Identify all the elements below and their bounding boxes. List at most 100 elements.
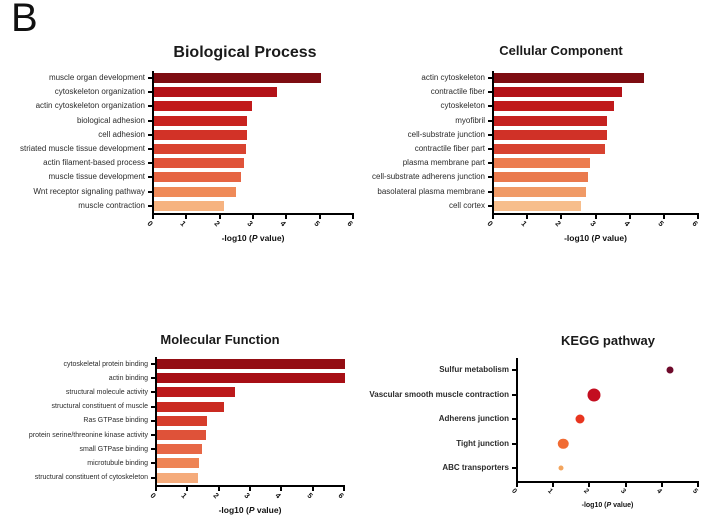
value-track xyxy=(152,185,354,199)
x-axis-line xyxy=(155,484,345,487)
category-label: contractile fiber xyxy=(430,87,485,97)
x-axis-label-italic-p: P xyxy=(594,232,600,243)
axis-tick xyxy=(624,482,627,487)
bar-row: Wnt receptor signaling pathway xyxy=(3,185,354,199)
x-axis-label: -log10 (P value) xyxy=(152,234,354,243)
tick-label: 2 xyxy=(212,218,222,229)
axis-tick xyxy=(343,486,345,491)
bar-row: actin cytoskeleton organization xyxy=(3,99,354,113)
tick-label: 0 xyxy=(145,218,155,229)
bar xyxy=(154,115,248,126)
tick-label: 3 xyxy=(245,218,255,229)
value-track xyxy=(152,170,354,184)
category-tick xyxy=(148,190,152,193)
bar-row: contractile fiber part xyxy=(343,142,699,156)
x-axis-label-text: -log10 ( xyxy=(218,504,249,515)
x-axis-label-text: -log10 ( xyxy=(221,232,252,243)
category-tick xyxy=(151,448,155,451)
bar-row: structural constituent of cytoskeleton xyxy=(7,471,345,485)
value-track xyxy=(155,456,345,470)
category-tick xyxy=(488,162,492,165)
value-track xyxy=(155,428,345,442)
category-tick xyxy=(148,162,152,165)
tick-label: 3 xyxy=(588,218,598,229)
dot xyxy=(558,438,569,449)
bar-row: basolateral plasma membrane xyxy=(343,185,699,199)
bar-row: cell-substrate junction xyxy=(343,128,699,142)
bar xyxy=(154,101,253,112)
value-track xyxy=(492,170,699,184)
value-track xyxy=(492,142,699,156)
category-label: actin filament-based process xyxy=(43,158,145,168)
bar xyxy=(154,87,278,98)
category-tick xyxy=(512,442,516,445)
category-label: cytoskeleton xyxy=(440,101,485,111)
plot-area: muscle organ development cytoskeleton org… xyxy=(3,71,354,213)
value-track xyxy=(516,358,699,383)
tick-label: 1 xyxy=(179,490,190,500)
tick-label: 4 xyxy=(278,218,289,229)
axis-tick xyxy=(552,482,555,487)
bar-row: muscle tissue development xyxy=(3,170,354,184)
axis-tick xyxy=(249,486,251,491)
bar xyxy=(154,73,321,84)
category-tick xyxy=(151,476,155,479)
value-track xyxy=(492,185,699,199)
x-axis-label-italic-p: P xyxy=(606,501,612,509)
axis-tick xyxy=(588,482,591,487)
category-tick xyxy=(148,148,152,151)
category-label: basolateral plasma membrane xyxy=(377,186,485,196)
value-track xyxy=(152,85,354,99)
axis-tick xyxy=(285,214,288,219)
bar xyxy=(154,144,246,155)
value-track xyxy=(155,400,345,414)
category-label: cell adhesion xyxy=(98,129,145,139)
value-track xyxy=(155,371,345,385)
tick-label: 3 xyxy=(242,490,252,500)
value-track xyxy=(152,128,354,142)
dot-row: Vascular smooth muscle contraction xyxy=(345,383,699,408)
x-axis: 0 1 2 3 4 5 6 xyxy=(149,484,346,505)
value-track xyxy=(492,85,699,99)
tick-label: 1 xyxy=(519,218,529,229)
bar xyxy=(157,430,206,441)
x-axis-label: -log10 (P value) xyxy=(155,504,345,515)
axis-tick xyxy=(594,214,597,219)
axis-tick xyxy=(697,482,699,487)
tick-label: 0 xyxy=(510,487,518,495)
x-axis-label-text: -log10 ( xyxy=(581,501,607,509)
category-tick xyxy=(151,377,155,380)
category-tick xyxy=(148,91,152,94)
tick-label: 4 xyxy=(273,490,284,500)
bar-row: contractile fiber xyxy=(343,85,699,99)
value-track xyxy=(516,456,699,481)
axis-tick xyxy=(311,486,314,491)
category-tick xyxy=(488,204,492,207)
bar xyxy=(154,200,224,211)
tick-label: 1 xyxy=(546,487,555,495)
category-tick xyxy=(488,176,492,179)
category-label: structural constituent of muscle xyxy=(51,403,149,411)
category-tick xyxy=(148,119,152,122)
category-label: cytoskeleton organization xyxy=(54,87,145,97)
bar xyxy=(154,158,244,169)
value-track xyxy=(155,357,345,371)
bar xyxy=(154,129,248,140)
tick-label: 5 xyxy=(656,218,666,229)
category-label: Adherens junction xyxy=(438,414,509,424)
category-label: cell-substrate junction xyxy=(407,129,485,139)
tick-label: 0 xyxy=(485,218,495,229)
chart-title: KEGG pathway xyxy=(561,333,655,348)
category-tick xyxy=(488,105,492,108)
axis-tick xyxy=(185,214,188,219)
category-label: cell cortex xyxy=(448,200,485,210)
category-tick xyxy=(151,391,155,394)
dot-row: Tight junction xyxy=(345,432,699,457)
bar xyxy=(154,186,236,197)
category-label: microtubule binding xyxy=(87,459,148,467)
bar xyxy=(494,200,582,211)
category-label: contractile fiber part xyxy=(414,144,485,154)
x-axis: 0 1 2 3 4 5 6 xyxy=(486,212,700,233)
bar xyxy=(494,158,590,169)
category-tick xyxy=(151,434,155,437)
